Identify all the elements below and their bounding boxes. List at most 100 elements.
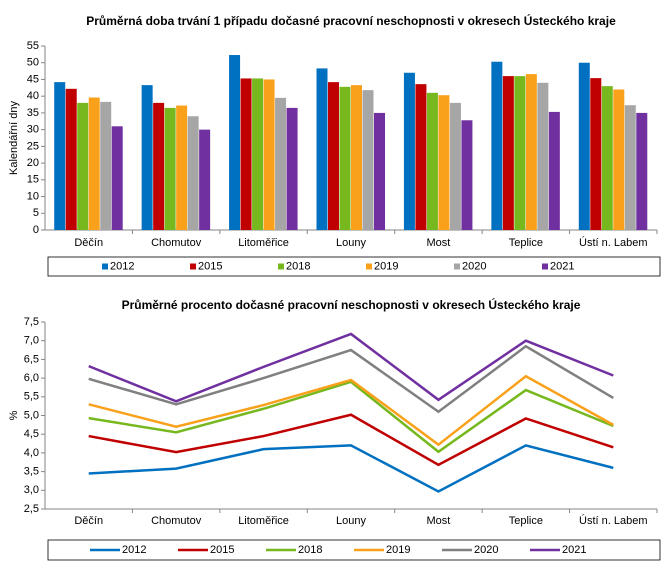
y-tick-label: 4,5 — [24, 428, 39, 440]
legend-label: 2021 — [550, 260, 574, 272]
bar — [590, 78, 602, 230]
x-tick-label: Teplice — [509, 237, 543, 249]
bar — [362, 90, 374, 230]
x-tick-label: Louny — [336, 237, 366, 249]
bar — [88, 97, 100, 231]
bar — [100, 101, 112, 231]
bar — [263, 79, 275, 230]
y-tick-label: 4,0 — [24, 447, 39, 459]
legend-label: 2015 — [210, 544, 234, 556]
chart-title: Průměrná doba trvání 1 případu dočasné p… — [86, 13, 616, 28]
bar — [415, 84, 427, 230]
bar — [240, 78, 252, 230]
y-tick-label: 55 — [27, 40, 39, 52]
bar — [502, 76, 514, 230]
y-tick-label: 3,5 — [24, 466, 39, 478]
y-axis-label: % — [8, 410, 20, 420]
bar — [187, 116, 199, 230]
bar — [77, 102, 89, 230]
y-tick-label: 5,0 — [24, 409, 39, 421]
y-tick-label: 50 — [27, 57, 39, 69]
y-tick-label: 2,5 — [24, 503, 39, 515]
legend-label: 2021 — [562, 544, 586, 556]
legend-label: 2018 — [286, 260, 310, 272]
y-tick-label: 15 — [27, 174, 39, 186]
line-series — [88, 444, 614, 493]
line-series — [88, 413, 614, 467]
bar — [613, 89, 625, 230]
bar — [449, 102, 461, 230]
bar — [65, 88, 77, 231]
bar — [624, 105, 636, 230]
bar — [316, 68, 328, 230]
legend-swatch — [366, 263, 372, 270]
legend-label: 2020 — [462, 260, 486, 272]
x-tick-label: Litoměřice — [238, 515, 289, 527]
line-series — [88, 374, 614, 447]
y-axis-label: Kalendářní dny — [8, 101, 20, 175]
bar — [199, 129, 211, 230]
x-tick-label: Děčín — [74, 237, 103, 249]
bar — [403, 72, 415, 230]
line-series — [88, 380, 614, 454]
bar — [286, 107, 298, 230]
y-tick-label: 30 — [27, 124, 39, 136]
x-tick-label: Ústí n. Labem — [579, 236, 647, 249]
bar — [636, 112, 648, 230]
legend-label: 2012 — [122, 544, 146, 556]
y-tick-label: 5,5 — [24, 391, 39, 403]
legend-swatch — [278, 263, 284, 270]
bar — [275, 97, 287, 230]
y-tick-label: 6,0 — [24, 372, 39, 384]
y-tick-label: 7,5 — [24, 316, 39, 328]
bar — [252, 78, 264, 230]
legend-swatch — [542, 263, 548, 270]
bar — [176, 105, 188, 230]
y-tick-label: 45 — [27, 73, 39, 85]
bar — [601, 86, 613, 231]
x-tick-label: Most — [427, 237, 451, 249]
y-tick-label: 7,0 — [24, 335, 39, 347]
bar — [438, 95, 450, 230]
y-tick-label: 0 — [33, 224, 39, 236]
bar — [339, 86, 351, 230]
bar — [153, 102, 165, 230]
bar — [578, 62, 590, 231]
x-tick-label: Chomutov — [151, 515, 202, 527]
legend-swatch — [454, 263, 460, 270]
x-tick-label: Most — [427, 515, 451, 527]
line-series — [88, 332, 614, 403]
chart-title: Průměrné procento dočasné pracovní nesch… — [122, 297, 581, 312]
legend-box — [47, 539, 661, 561]
bar — [351, 85, 362, 230]
x-tick-label: Litoměřice — [238, 237, 289, 249]
bar — [461, 120, 473, 230]
y-tick-label: 3,0 — [24, 484, 39, 496]
x-tick-label: Děčín — [74, 515, 103, 527]
bar — [514, 76, 526, 230]
bar — [491, 61, 503, 231]
bar — [229, 55, 241, 230]
bar — [374, 112, 385, 230]
bar — [328, 82, 339, 230]
legend-label: 2012 — [110, 260, 134, 272]
x-tick-label: Chomutov — [151, 237, 202, 249]
y-tick-label: 25 — [27, 140, 39, 152]
y-tick-label: 20 — [27, 157, 39, 169]
y-tick-label: 10 — [27, 190, 39, 202]
bar — [525, 74, 537, 230]
bar — [537, 82, 549, 230]
legend-box — [47, 256, 661, 277]
y-tick-label: 35 — [27, 107, 39, 119]
y-tick-label: 6,5 — [24, 353, 39, 365]
legend-label: 2019 — [374, 260, 398, 272]
bar — [141, 85, 153, 230]
bar — [54, 82, 66, 230]
x-tick-label: Teplice — [509, 515, 543, 527]
legend-label: 2019 — [386, 544, 410, 556]
y-tick-label: 5 — [33, 207, 39, 219]
x-tick-label: Louny — [336, 515, 366, 527]
bar — [548, 111, 560, 230]
legend-label: 2015 — [198, 260, 222, 272]
